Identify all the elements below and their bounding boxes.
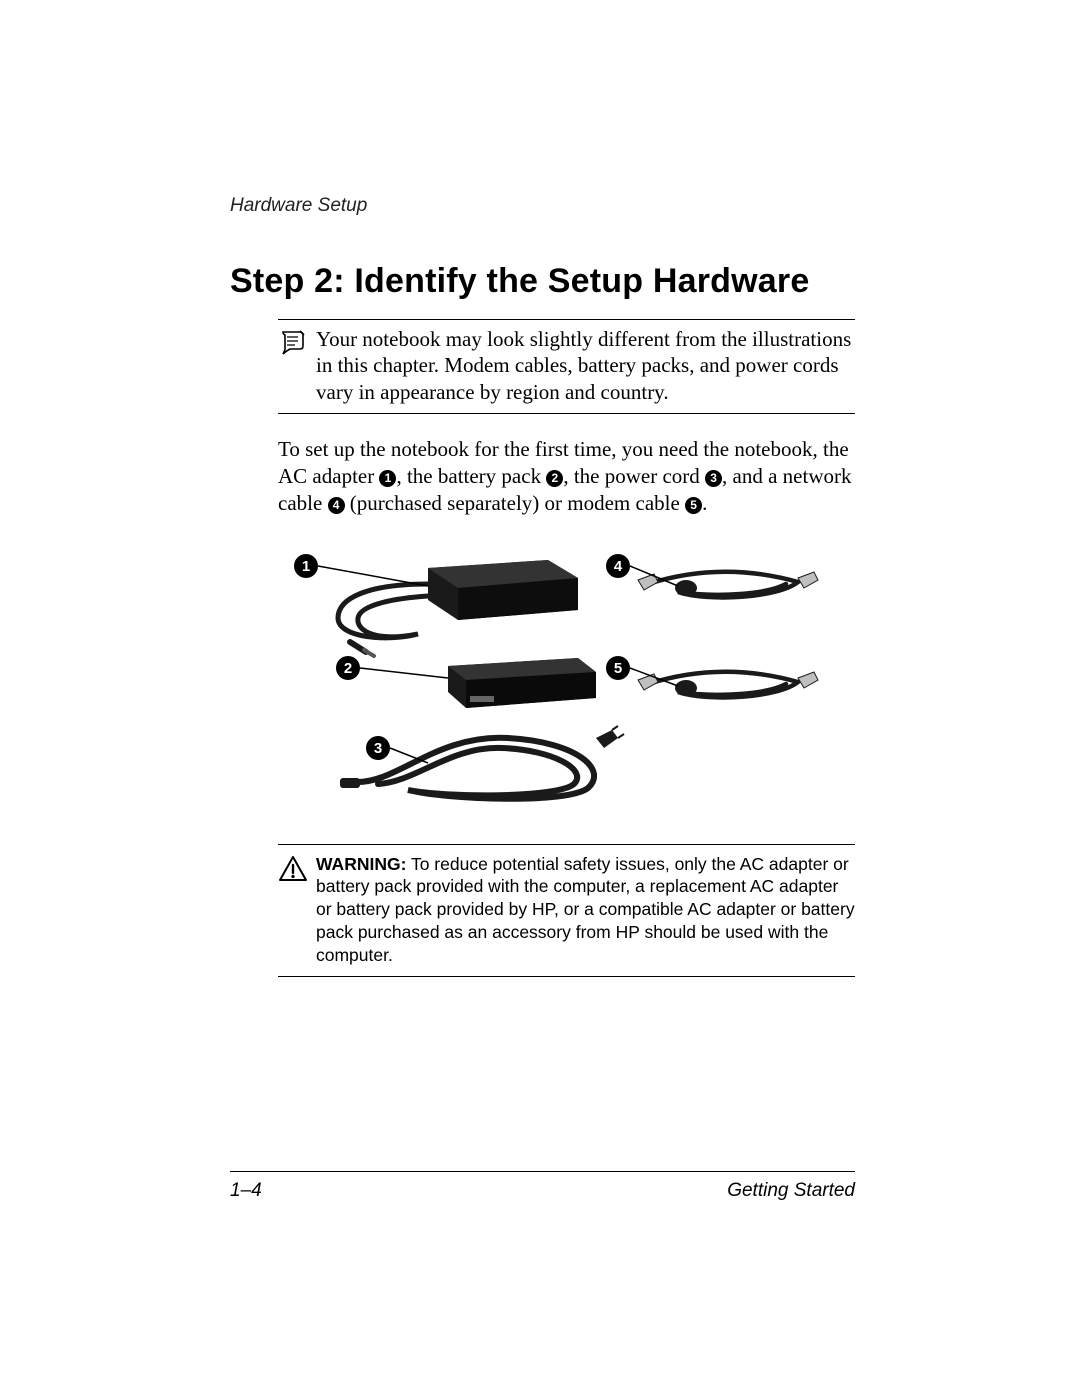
illustration-network-cable	[638, 571, 818, 597]
callout-badge-3: 3	[374, 740, 382, 757]
page-footer: 1–4 Getting Started	[230, 1171, 855, 1202]
callout-ref-3: 3	[705, 470, 722, 487]
callout-ref-1: 1	[379, 470, 396, 487]
note-icon	[278, 326, 316, 361]
intro-segment: (purchased separately) or modem cable	[345, 491, 686, 515]
illustration-battery-pack	[448, 658, 596, 708]
intro-segment: , the power cord	[563, 464, 705, 488]
hardware-illustration: 1 2 3 4 5	[278, 538, 838, 818]
illustration-power-cord	[340, 726, 624, 799]
callout-ref-2: 2	[546, 470, 563, 487]
footer-book-title: Getting Started	[727, 1180, 855, 1202]
callout-badge-4: 4	[614, 558, 623, 575]
warning-icon	[278, 853, 316, 888]
callout-badge-1: 1	[302, 558, 310, 575]
illustration-ac-adapter	[338, 560, 578, 656]
document-page: Hardware Setup Step 2: Identify the Setu…	[0, 0, 1080, 1397]
note-block: Your notebook may look slightly differen…	[278, 319, 855, 414]
callout-badge-5: 5	[614, 660, 622, 677]
callout-ref-5: 5	[685, 497, 702, 514]
intro-segment: .	[702, 491, 707, 515]
callout-ref-4: 4	[328, 497, 345, 514]
intro-paragraph: To set up the notebook for the first tim…	[278, 436, 855, 518]
illustration-modem-cable	[638, 671, 818, 697]
footer-page-number: 1–4	[230, 1180, 262, 1202]
page-title: Step 2: Identify the Setup Hardware	[230, 262, 855, 301]
warning-block: WARNING: To reduce potential safety issu…	[278, 844, 855, 978]
note-text: Your notebook may look slightly differen…	[316, 326, 855, 405]
running-header: Hardware Setup	[230, 195, 855, 217]
callout-badge-2: 2	[344, 660, 352, 677]
warning-label: WARNING:	[316, 854, 406, 874]
intro-segment: , the battery pack	[396, 464, 546, 488]
warning-text: WARNING: To reduce potential safety issu…	[316, 853, 855, 967]
